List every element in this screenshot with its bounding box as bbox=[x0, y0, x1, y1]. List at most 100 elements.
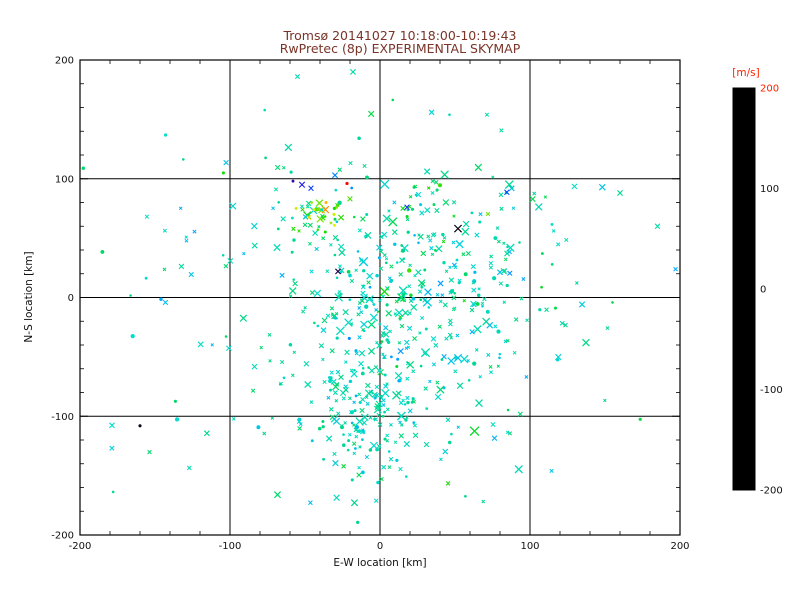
scatter-point bbox=[472, 279, 477, 284]
scatter-point bbox=[480, 301, 485, 306]
scatter-point bbox=[354, 434, 359, 439]
scatter-point bbox=[342, 309, 349, 316]
scatter-point bbox=[109, 422, 115, 429]
scatter-point bbox=[348, 396, 352, 401]
scatter-point bbox=[348, 379, 353, 384]
scatter-point bbox=[360, 371, 365, 376]
scatter-point bbox=[481, 304, 484, 308]
scatter-point bbox=[395, 458, 399, 462]
scatter-point bbox=[367, 110, 375, 118]
scatter-point bbox=[456, 425, 460, 429]
scatter-point bbox=[455, 240, 464, 249]
scatter-point bbox=[389, 264, 394, 269]
scatter-point bbox=[391, 229, 398, 235]
scatter-point bbox=[488, 265, 494, 270]
scatter-point bbox=[493, 236, 498, 241]
scatter-point bbox=[364, 389, 373, 398]
scatter-point bbox=[325, 269, 330, 274]
scatter-point bbox=[426, 234, 431, 239]
scatter-point bbox=[250, 222, 258, 230]
scatter-point bbox=[378, 266, 384, 271]
scatter-point bbox=[453, 369, 458, 374]
scatter-point bbox=[271, 206, 275, 211]
scatter-point bbox=[352, 215, 356, 219]
scatter-point bbox=[362, 269, 366, 273]
scatter-point bbox=[415, 269, 422, 276]
scatter-point bbox=[309, 269, 314, 274]
scatter-point bbox=[423, 386, 428, 391]
scatter-point bbox=[504, 180, 514, 190]
scatter-point bbox=[358, 256, 369, 267]
scatter-point bbox=[405, 415, 409, 420]
scatter-point bbox=[582, 338, 590, 347]
scatter-point bbox=[356, 250, 360, 253]
scatter-point bbox=[347, 432, 352, 437]
scatter-point bbox=[335, 336, 339, 340]
scatter-point bbox=[395, 364, 399, 369]
scatter-point bbox=[277, 201, 280, 204]
scatter-point bbox=[340, 425, 344, 430]
scatter-point bbox=[357, 301, 362, 305]
scatter-point bbox=[388, 456, 394, 462]
scatter-point bbox=[387, 209, 391, 213]
scatter-point bbox=[470, 264, 476, 270]
scatter-point bbox=[333, 494, 340, 502]
scatter-point bbox=[382, 214, 391, 223]
scatter-point bbox=[334, 316, 338, 320]
scatter-point bbox=[305, 204, 310, 209]
scatter-point bbox=[435, 188, 439, 192]
scatter-point bbox=[414, 193, 418, 197]
scatter-point bbox=[470, 300, 477, 308]
scatter-point bbox=[398, 317, 402, 321]
scatter-point bbox=[553, 306, 558, 310]
scatter-point bbox=[406, 230, 410, 234]
scatter-point bbox=[144, 214, 150, 219]
scatter-point bbox=[326, 395, 331, 400]
scatter-point bbox=[398, 314, 403, 319]
axes-layer: -200 -100 0 100 200 -200 -100 0 100 200 bbox=[51, 56, 689, 553]
scatter-point bbox=[598, 183, 606, 191]
scatter-point bbox=[284, 143, 293, 152]
scatter-point bbox=[405, 395, 410, 401]
scatter-point bbox=[385, 439, 389, 443]
scatter-point bbox=[549, 468, 554, 474]
scatter-point bbox=[388, 217, 398, 227]
scatter-point bbox=[395, 261, 399, 264]
points-layer bbox=[81, 68, 678, 525]
scatter-point bbox=[495, 226, 500, 230]
y-tick-label: 0 bbox=[68, 293, 74, 304]
scatter-point bbox=[603, 398, 607, 403]
scatter-point bbox=[455, 333, 460, 338]
scatter-point bbox=[401, 248, 405, 253]
scatter-point bbox=[425, 407, 429, 410]
scatter-point bbox=[423, 168, 431, 175]
scatter-point bbox=[348, 298, 352, 302]
scatter-point bbox=[333, 253, 337, 257]
scatter-point bbox=[513, 317, 519, 322]
scatter-point bbox=[354, 394, 358, 398]
scatter-point bbox=[440, 358, 444, 361]
x-tick-label: 100 bbox=[520, 541, 539, 552]
scatter-point bbox=[407, 311, 412, 316]
scatter-point bbox=[384, 261, 388, 265]
scatter-point bbox=[551, 229, 556, 233]
scatter-point bbox=[378, 322, 382, 326]
colorbar-tick-label: 100 bbox=[760, 184, 779, 195]
scatter-point bbox=[508, 185, 515, 192]
scatter-point bbox=[379, 286, 390, 297]
scatter-point bbox=[320, 327, 327, 334]
scatter-point bbox=[373, 396, 377, 400]
scatter-point bbox=[301, 309, 306, 314]
scatter-point bbox=[498, 356, 501, 360]
colorbar-tick-label: 200 bbox=[760, 84, 779, 95]
scatter-point bbox=[186, 465, 192, 471]
scatter-point bbox=[358, 360, 364, 367]
scatter-point bbox=[333, 217, 337, 221]
colorbar-label: [m/s] bbox=[732, 67, 759, 79]
scatter-point bbox=[297, 229, 301, 233]
scatter-point bbox=[321, 425, 325, 429]
scatter-point bbox=[376, 480, 380, 485]
scatter-point bbox=[406, 325, 413, 331]
scatter-point bbox=[262, 431, 267, 436]
scatter-point bbox=[441, 239, 446, 244]
